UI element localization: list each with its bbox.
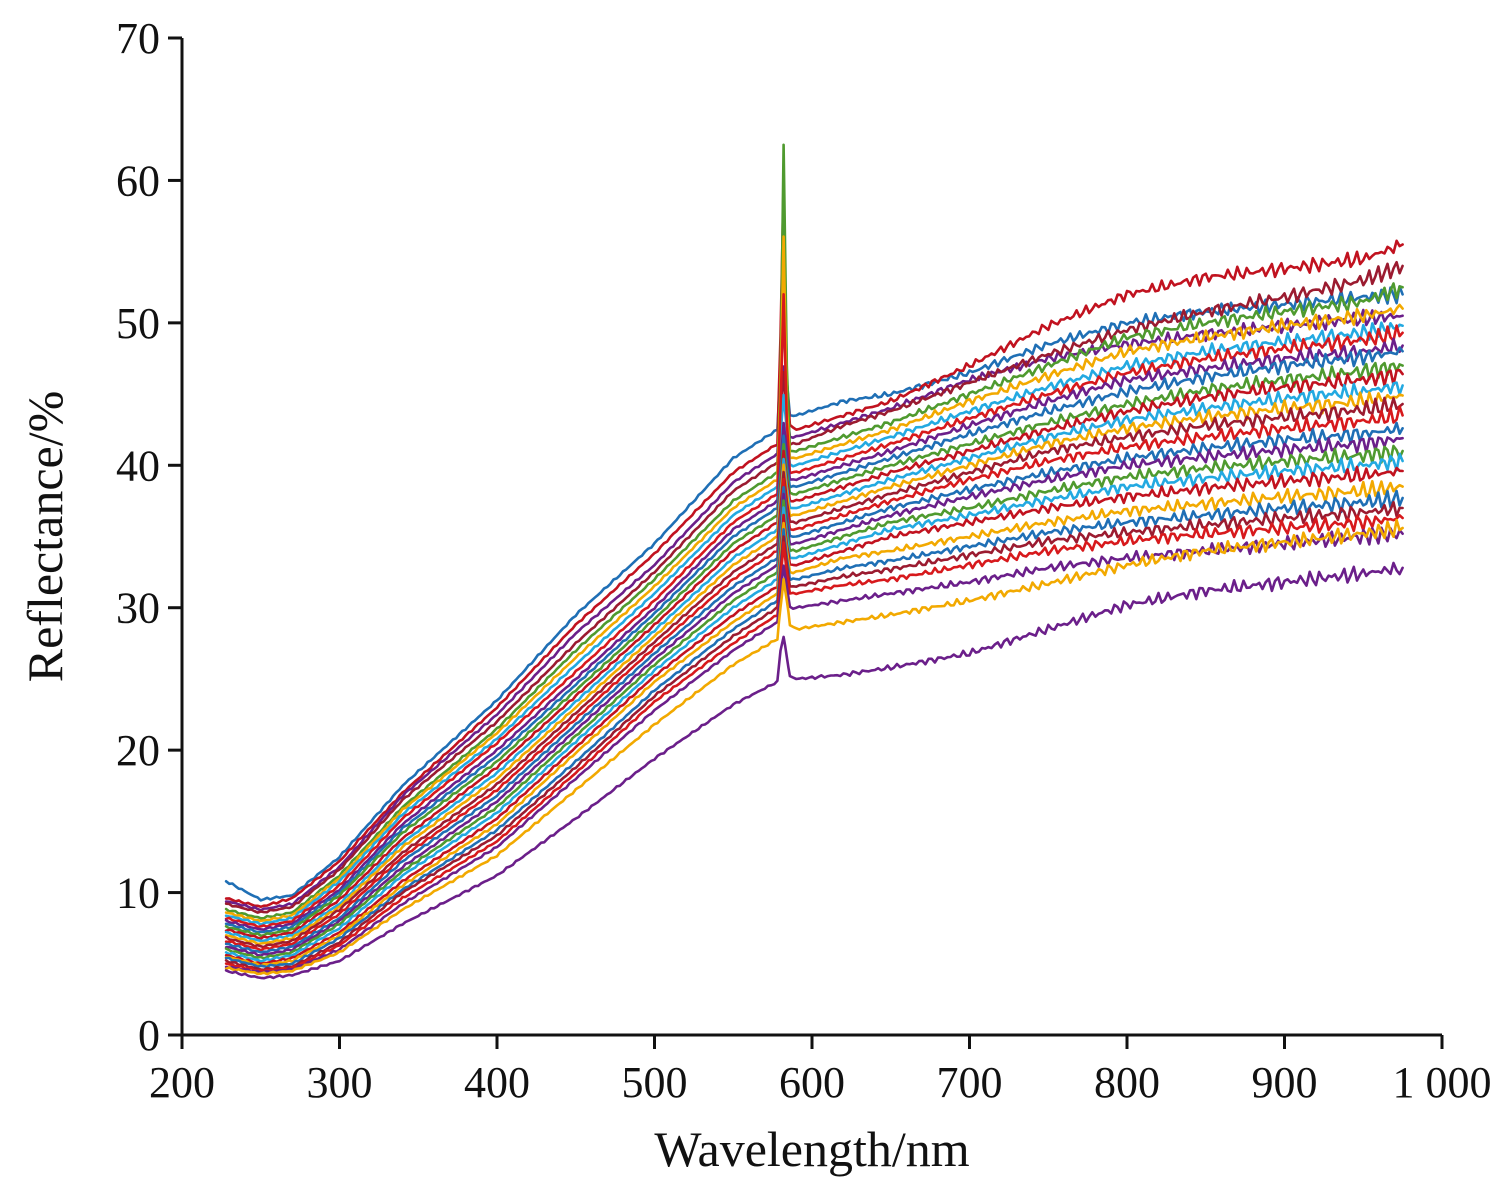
spectrum-line (224, 479, 1404, 968)
x-tick-label: 900 (1252, 1058, 1318, 1107)
spectrum-line (224, 396, 1404, 949)
x-tick-label: 600 (779, 1058, 845, 1107)
spectrum-line (224, 179, 1404, 909)
y-tick-label: 0 (138, 1011, 160, 1060)
y-axis-ticks: 0 10 20 30 40 50 60 70 (116, 14, 182, 1060)
y-tick-label: 70 (116, 14, 160, 63)
x-tick-label: 400 (464, 1058, 530, 1107)
series-layer (224, 143, 1404, 980)
y-tick-label: 60 (116, 156, 160, 205)
spectrum-line (224, 308, 1404, 912)
spectrum-line (224, 526, 1404, 975)
y-axis-title: Reflectance/% (17, 391, 73, 682)
spectrum-line (224, 260, 1404, 914)
spectrum-line (224, 489, 1404, 969)
spectrum-line (224, 321, 1404, 927)
spectrum-line (224, 381, 1404, 943)
x-tick-label: 500 (622, 1058, 688, 1107)
spectrum-line (224, 444, 1404, 960)
spectrum-line (224, 452, 1404, 963)
x-tick-label: 700 (937, 1058, 1003, 1107)
spectrum-line (224, 235, 1404, 923)
spectrum-line (224, 513, 1404, 973)
y-tick-label: 40 (116, 441, 160, 490)
x-tick-label: 800 (1094, 1058, 1160, 1107)
spectrum-line (224, 368, 1404, 941)
spectrum-line (224, 518, 1404, 976)
spectrum-line (224, 337, 1404, 932)
x-axis-title: Wavelength/nm (654, 1121, 969, 1177)
x-tick-label: 300 (307, 1058, 373, 1107)
spectrum-line (224, 405, 1404, 952)
y-tick-label: 50 (116, 299, 160, 348)
spectrum-line (224, 421, 1404, 954)
spectrum-line (224, 436, 1404, 957)
spectrum-line (224, 561, 1404, 980)
x-tick-label: 1 000 (1393, 1058, 1492, 1107)
x-tick-label: 200 (149, 1058, 215, 1107)
spectrum-line (224, 292, 1404, 929)
spectrum-line (224, 361, 1404, 938)
spectrum-line (224, 346, 1404, 934)
spectrum-line (224, 500, 1404, 972)
spectrum-line (224, 465, 1404, 966)
spectrum-line (224, 391, 1404, 946)
y-tick-label: 20 (116, 726, 160, 775)
x-axis-ticks: 200 300 400 500 600 700 800 900 1 000 (149, 1035, 1492, 1107)
y-tick-label: 10 (116, 869, 160, 918)
y-tick-label: 30 (116, 584, 160, 633)
